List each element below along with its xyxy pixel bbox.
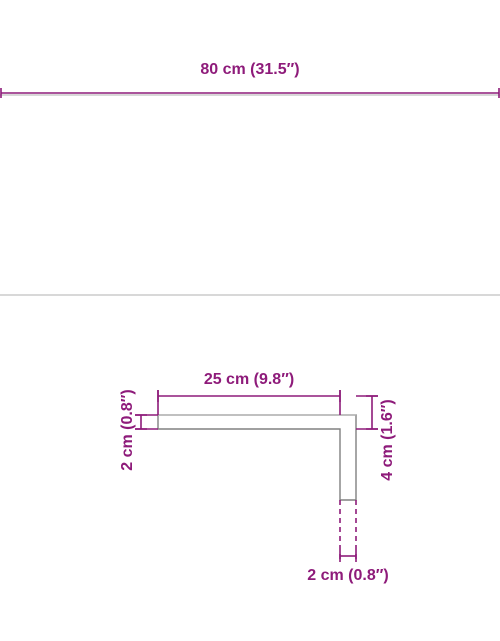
dim-width-25-label: 25 cm (9.8″) <box>204 371 294 388</box>
dim-overall-width: 80 cm (31.5″) <box>1 61 499 98</box>
dim-overall-width-label: 80 cm (31.5″) <box>200 61 299 78</box>
dim-bottom-2-label: 2 cm (0.8″) <box>307 567 388 584</box>
dim-left-2: 2 cm (0.8″) <box>119 389 147 470</box>
dim-bottom-2: 2 cm (0.8″) <box>307 550 388 584</box>
profile-outline <box>158 415 356 500</box>
dim-right-4-label: 4 cm (1.6″) <box>379 399 396 480</box>
dimension-diagram: 80 cm (31.5″) 25 cm (9.8″) 2 cm (0.8″) 4 cm… <box>0 0 500 641</box>
dim-left-2-label: 2 cm (0.8″) <box>119 389 136 470</box>
profile-shape <box>158 415 356 500</box>
dim-right-4: 4 cm (1.6″) <box>366 396 396 481</box>
dim-width-25: 25 cm (9.8″) <box>158 371 340 402</box>
